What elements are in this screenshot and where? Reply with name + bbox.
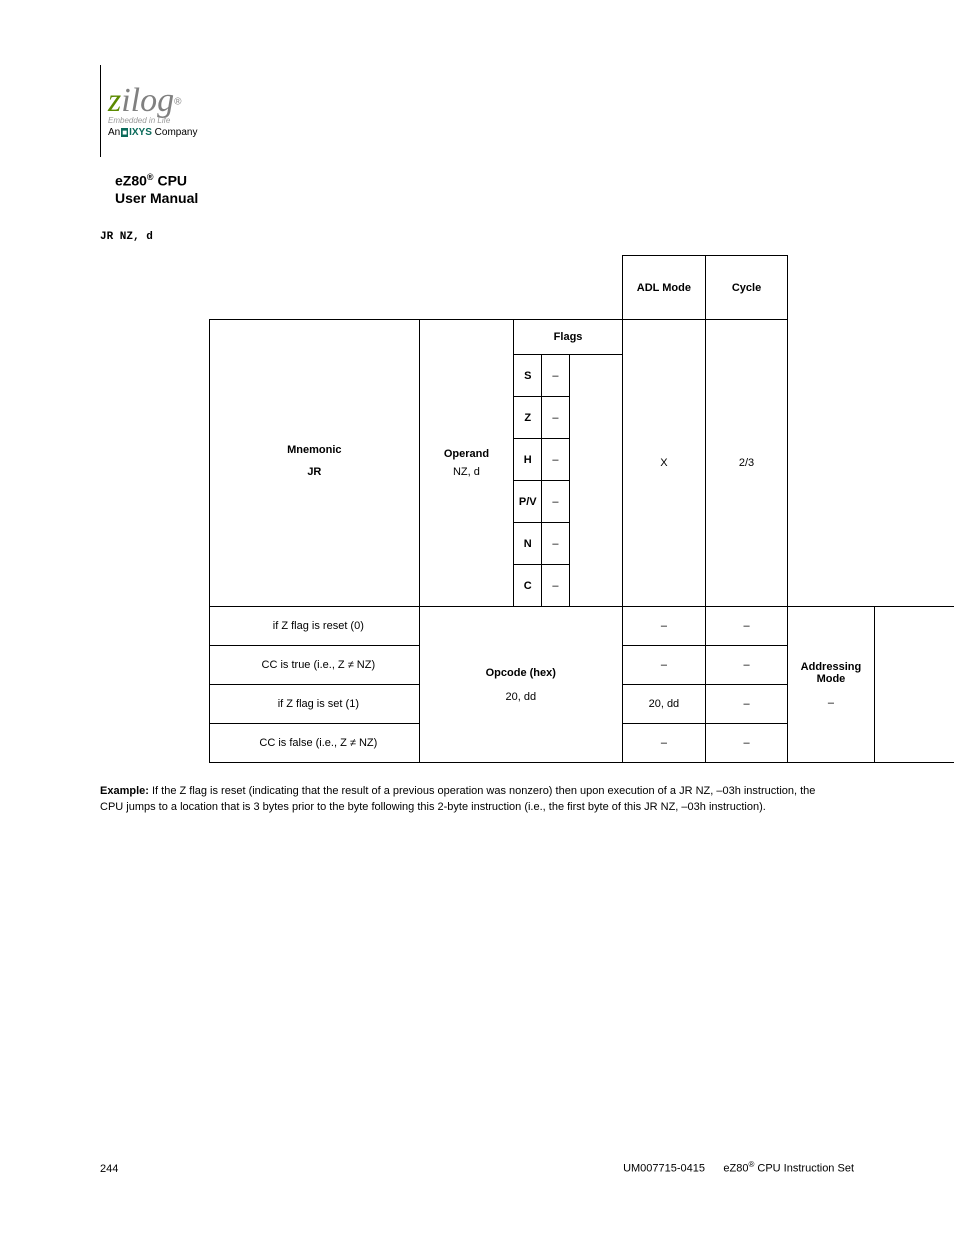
fl-z-v: – [542, 397, 569, 439]
doc-title: eZ80® CPU [115, 172, 187, 189]
instruction-table: ADL Mode Cycle Mnemonic JR Operand NZ, d… [209, 255, 954, 763]
fl-c: C [514, 565, 542, 607]
mm-jr: JR [287, 462, 341, 482]
header-divider [100, 65, 101, 157]
fl-s-v: – [542, 355, 569, 397]
fl-pv: P/V [514, 481, 542, 523]
fl-h: H [514, 439, 542, 481]
adl-val: X [622, 320, 705, 607]
fl-h-v: – [542, 439, 569, 481]
example-text: Example: If the Z flag is reset (indicat… [100, 784, 820, 816]
fl-z: Z [514, 397, 542, 439]
cond2-opc: 20, dd [622, 685, 705, 724]
cond3-am: – [705, 724, 787, 763]
op-nzd: NZ, d [420, 466, 514, 478]
cy-val: 2/3 [705, 320, 787, 607]
cond-1: CC is true (i.e., Z ≠ NZ) [210, 646, 420, 685]
fl-c-v: – [542, 565, 569, 607]
cond0-am: – [705, 607, 787, 646]
doc-id: UM007715-0415 eZ80® CPU Instruction Set [623, 1160, 854, 1175]
doc-subtitle: User Manual [115, 190, 198, 206]
hdr-addr-mode: Addressing Mode – [788, 607, 875, 763]
logo-company: An■IXYS Company [108, 127, 197, 138]
hdr-operand: Operand NZ, d [419, 320, 514, 607]
hdr-mnemonic: Mnemonic JR [210, 320, 420, 607]
logo: zilog® Embedded in Life An■IXYS Company [108, 82, 197, 138]
cond-3: CC is false (i.e., Z ≠ NZ) [210, 724, 420, 763]
cond1-opc: – [622, 646, 705, 685]
cond0-opc: – [622, 607, 705, 646]
cond-2: if Z flag is set (1) [210, 685, 420, 724]
cond1-am: – [705, 646, 787, 685]
hdr-adl: ADL Mode [622, 256, 705, 320]
instruction-syntax: JR NZ, d [100, 231, 153, 243]
page-number: 244 [100, 1163, 118, 1175]
logo-ilog: ilog [121, 82, 174, 119]
hdr-cycle: Cycle [705, 256, 787, 320]
logo-reg: ® [174, 97, 181, 108]
cond-0: if Z flag is reset (0) [210, 607, 420, 646]
cond2-am: – [705, 685, 787, 724]
logo-tagline: Embedded in Life [108, 116, 197, 125]
cond3-opc: – [622, 724, 705, 763]
hdr-flags: Flags [514, 320, 623, 355]
fl-s: S [514, 355, 542, 397]
hdr-opcode-col: Opcode (hex) 20, dd [419, 607, 622, 763]
fl-n-v: – [542, 523, 569, 565]
logo-z: z [108, 82, 121, 119]
fl-n: N [514, 523, 542, 565]
fl-pv-v: – [542, 481, 569, 523]
